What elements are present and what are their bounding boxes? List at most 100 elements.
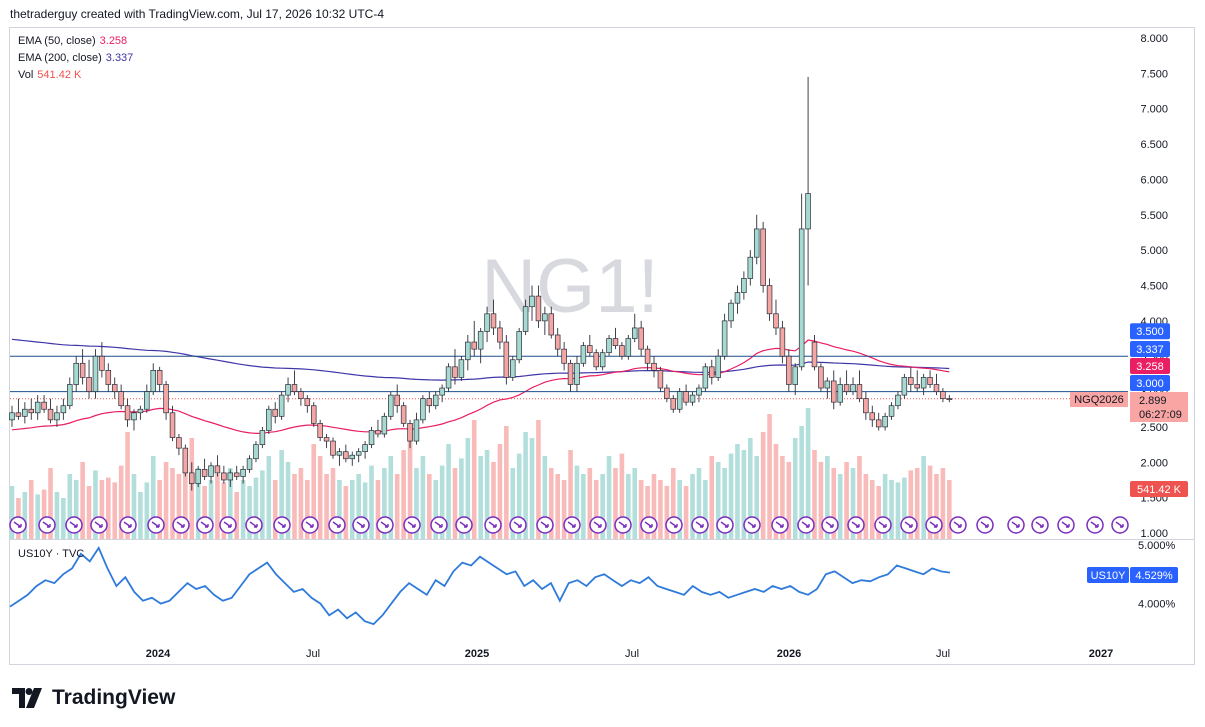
tradingview-logo[interactable]: TradingView [12,684,175,712]
candle[interactable] [561,342,567,371]
candle[interactable] [638,320,644,357]
candle[interactable] [811,335,818,371]
candle[interactable] [92,349,99,399]
candle[interactable] [908,366,914,392]
candle[interactable] [522,299,529,335]
candle[interactable] [542,306,548,335]
candle[interactable] [644,345,651,371]
candle[interactable] [388,391,394,420]
candle[interactable] [169,405,176,442]
price-tag-ema50[interactable] [1130,358,1170,374]
legend-ema200[interactable]: EMA (200, close) 3.337 [18,52,133,64]
candle[interactable] [779,320,786,364]
legend-ema50[interactable]: EMA (50, close) 3.258 [18,35,127,47]
candle[interactable] [619,342,625,360]
event-marker-icon[interactable] [821,516,839,534]
candle[interactable] [599,349,606,371]
last-price-tag[interactable] [1130,392,1188,422]
candle[interactable] [336,448,343,466]
candle[interactable] [381,412,388,438]
candle[interactable] [73,356,79,392]
candle[interactable] [452,349,458,385]
event-marker-icon[interactable] [352,516,370,534]
candle[interactable] [850,377,856,396]
event-marker-icon[interactable] [147,516,165,534]
candle[interactable] [747,250,754,286]
candle[interactable] [189,462,195,491]
candle[interactable] [60,398,67,420]
candle[interactable] [259,426,266,449]
candle[interactable] [920,373,927,396]
candle[interactable] [253,441,259,463]
candle[interactable] [818,363,824,392]
candle[interactable] [728,299,734,328]
event-marker-icon[interactable] [925,516,943,534]
candle[interactable] [516,327,522,364]
candle[interactable] [343,444,349,463]
candle[interactable] [734,285,741,314]
event-marker-icon[interactable] [1057,516,1075,534]
candle[interactable] [548,306,555,339]
event-marker-icon[interactable] [38,516,56,534]
candle[interactable] [933,373,940,396]
event-marker-icon[interactable] [665,516,683,534]
candle[interactable] [445,363,452,392]
us10y-value-tag[interactable] [1130,567,1178,583]
candle[interactable] [657,366,664,392]
candle[interactable] [150,363,156,396]
candle[interactable] [696,384,702,403]
event-marker-icon[interactable] [273,516,291,534]
event-marker-icon[interactable] [743,516,761,534]
candle[interactable] [741,271,747,300]
candle[interactable] [246,455,253,473]
candle[interactable] [413,412,420,445]
candle[interactable] [407,419,413,449]
candle[interactable] [278,391,285,420]
candle[interactable] [156,366,163,392]
candle[interactable] [323,434,330,449]
candle[interactable] [606,335,612,357]
candle[interactable] [625,335,632,360]
event-marker-icon[interactable] [949,516,967,534]
candle[interactable] [240,465,246,484]
candle[interactable] [702,363,709,392]
candle[interactable] [304,395,311,413]
candle[interactable] [22,402,28,424]
candle[interactable] [355,448,362,463]
event-marker-icon[interactable] [509,516,527,534]
event-marker-icon[interactable] [797,516,815,534]
candle[interactable] [201,458,208,480]
candle[interactable] [111,377,118,399]
candle[interactable] [41,395,47,413]
candle[interactable] [368,426,375,449]
event-marker-icon[interactable] [589,516,607,534]
candle[interactable] [831,370,837,410]
price-tag-3500[interactable] [1130,323,1170,340]
candle[interactable] [79,349,86,385]
candle[interactable] [317,419,323,442]
candle[interactable] [99,342,105,378]
candle[interactable] [683,384,689,406]
candle[interactable] [587,335,593,357]
event-marker-icon[interactable] [301,516,319,534]
candle[interactable] [843,370,850,396]
candle[interactable] [503,335,510,385]
candle[interactable] [721,313,728,360]
candle[interactable] [760,221,766,293]
candle[interactable] [651,356,657,378]
candle[interactable] [9,405,15,427]
candle[interactable] [766,278,773,321]
candle[interactable] [266,405,272,434]
candle[interactable] [709,359,715,385]
candle[interactable] [214,455,221,477]
candle[interactable] [529,285,535,321]
candle[interactable] [144,384,150,413]
candle[interactable] [856,370,863,403]
candle[interactable] [664,384,670,403]
event-marker-icon[interactable] [119,516,137,534]
candle[interactable] [285,377,291,403]
candle[interactable] [227,469,234,488]
event-marker-icon[interactable] [9,516,27,534]
candle[interactable] [773,299,779,335]
candle[interactable] [837,377,843,406]
